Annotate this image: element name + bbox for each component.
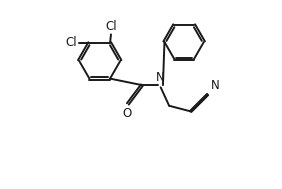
Text: N: N bbox=[156, 71, 165, 84]
Text: N: N bbox=[210, 79, 219, 92]
Text: Cl: Cl bbox=[66, 36, 77, 49]
Text: Cl: Cl bbox=[105, 20, 117, 33]
Text: O: O bbox=[122, 107, 132, 120]
